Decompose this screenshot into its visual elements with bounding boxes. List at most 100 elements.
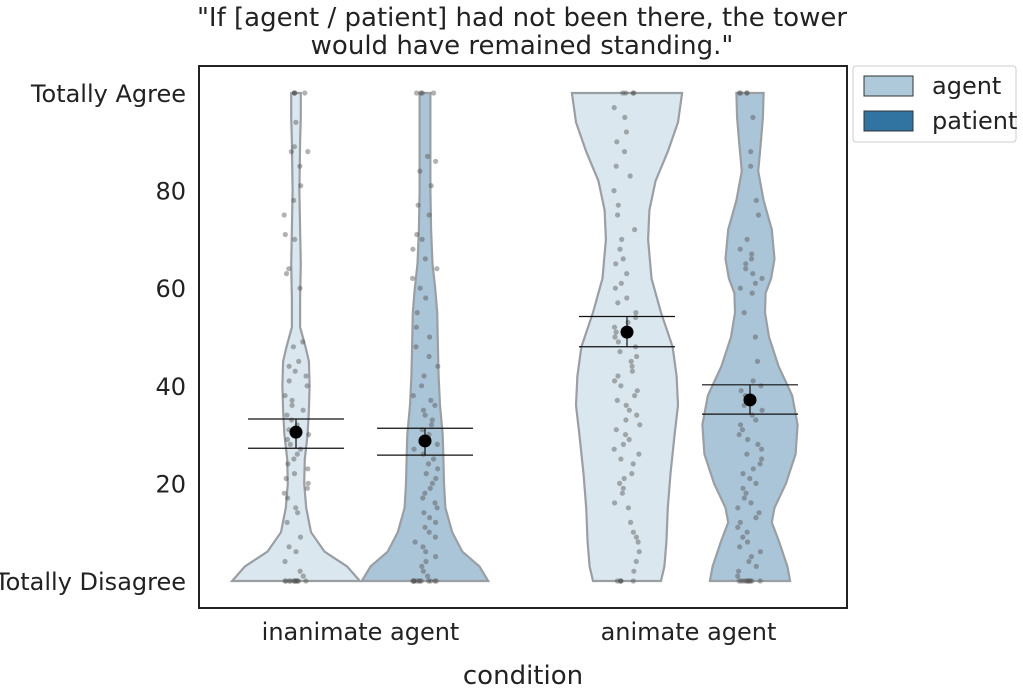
point-agent-animate-agent-48 [625,319,631,325]
point-patient-animate-agent-17 [744,539,751,545]
point-agent-inanimate-agent-7 [303,578,309,584]
point-patient-inanimate-agent-54 [413,344,419,350]
point-agent-animate-agent-26 [613,427,619,433]
error-bar-layer [248,315,798,456]
point-patient-animate-agent-40 [739,427,746,433]
point-agent-animate-agent-2 [630,578,636,584]
point-patient-inanimate-agent-7 [411,578,417,584]
point-patient-inanimate-agent-19 [412,539,418,545]
point-agent-animate-agent-53 [612,285,619,291]
point-layer [281,90,765,584]
point-patient-animate-agent-1 [757,578,763,584]
mean-marker-patient-animate-agent [743,393,757,407]
point-patient-inanimate-agent-69 [417,168,423,174]
point-patient-animate-agent-25 [748,500,754,506]
point-agent-inanimate-agent-4 [291,578,298,584]
point-patient-inanimate-agent-23 [433,519,439,526]
point-agent-inanimate-agent-44 [286,378,292,384]
point-patient-animate-agent-37 [755,441,761,447]
point-agent-inanimate-agent-50 [300,339,306,345]
point-agent-animate-agent-73 [630,90,636,96]
point-agent-inanimate-agent-25 [291,471,298,477]
point-agent-inanimate-agent-61 [288,149,294,155]
point-patient-animate-agent-50 [750,378,756,384]
point-agent-animate-agent-24 [626,436,632,443]
violin-patient-inanimate-agent [359,91,491,583]
y-tick-80: 80 [155,178,186,206]
point-agent-inanimate-agent-40 [289,402,295,408]
point-agent-animate-agent-34 [634,388,640,394]
point-agent-inanimate-agent-55 [282,231,288,238]
point-agent-inanimate-agent-56 [281,212,287,218]
point-patient-inanimate-agent-1 [428,578,434,584]
point-patient-inanimate-agent-72 [419,90,425,96]
point-patient-animate-agent-57 [759,275,765,281]
point-agent-inanimate-agent-10 [287,578,293,584]
point-agent-animate-agent-58 [617,246,623,252]
point-patient-inanimate-agent-38 [411,446,417,452]
point-patient-animate-agent-60 [743,261,749,267]
point-patient-inanimate-agent-49 [410,393,416,399]
point-agent-animate-agent-45 [612,334,618,340]
violin-patient-animate-agent [701,91,799,583]
point-agent-animate-agent-1 [617,578,623,584]
point-agent-animate-agent-6 [633,558,639,565]
point-patient-animate-agent-20 [735,524,741,530]
point-patient-inanimate-agent-55 [427,334,433,340]
point-patient-inanimate-agent-4 [418,578,424,584]
point-agent-animate-agent-46 [613,329,619,335]
point-patient-animate-agent-73 [744,90,750,96]
point-patient-inanimate-agent-57 [414,310,420,316]
point-patient-animate-agent-13 [746,558,752,565]
point-patient-inanimate-agent-3 [416,578,422,584]
point-patient-inanimate-agent-63 [410,246,416,252]
point-agent-animate-agent-70 [611,105,617,111]
point-agent-animate-agent-28 [623,417,629,423]
point-agent-animate-agent-33 [632,393,638,399]
point-agent-animate-agent-56 [613,261,619,267]
point-agent-inanimate-agent-59 [297,163,303,169]
point-patient-animate-agent-24 [735,505,741,511]
legend-label-patient: patient [932,107,1017,135]
point-agent-inanimate-agent-5 [293,578,299,584]
point-patient-animate-agent-52 [752,334,759,340]
point-patient-animate-agent-51 [754,358,761,364]
point-patient-inanimate-agent-70 [433,158,439,164]
y-tick-totally-disagree: Totally Disagree [0,568,186,596]
point-patient-animate-agent-10 [735,573,741,579]
point-agent-animate-agent-44 [615,339,622,345]
point-patient-animate-agent-49 [758,383,764,389]
point-patient-inanimate-agent-15 [423,558,429,565]
point-agent-animate-agent-15 [620,485,626,491]
point-patient-animate-agent-69 [750,114,756,120]
point-agent-animate-agent-71 [631,90,637,96]
point-agent-animate-agent-21 [636,451,642,457]
point-agent-inanimate-agent-42 [282,393,288,399]
point-patient-inanimate-agent-73 [431,90,437,96]
point-agent-animate-agent-74 [620,90,626,96]
point-patient-inanimate-agent-25 [421,510,427,516]
point-agent-inanimate-agent-1 [295,578,301,584]
point-patient-animate-agent-70 [744,90,750,96]
point-patient-animate-agent-61 [748,256,755,262]
point-patient-inanimate-agent-47 [432,402,438,408]
point-patient-inanimate-agent-14 [419,563,425,570]
mean-marker-agent-animate-agent [620,325,634,339]
point-agent-inanimate-agent-26 [305,466,311,472]
point-agent-inanimate-agent-32 [284,436,290,443]
point-agent-animate-agent-72 [623,90,629,96]
point-agent-inanimate-agent-18 [295,510,301,516]
point-patient-inanimate-agent-39 [434,441,440,447]
point-agent-animate-agent-19 [630,461,636,467]
point-agent-inanimate-agent-48 [296,358,302,364]
point-patient-inanimate-agent-59 [417,285,423,291]
point-patient-animate-agent-41 [737,422,744,428]
point-patient-inanimate-agent-17 [423,549,429,555]
point-agent-animate-agent-11 [628,519,634,526]
point-agent-animate-agent-59 [619,236,625,242]
point-patient-inanimate-agent-65 [414,231,420,238]
point-patient-animate-agent-5 [747,578,753,584]
point-agent-animate-agent-51 [615,300,621,306]
point-patient-inanimate-agent-36 [431,456,437,462]
